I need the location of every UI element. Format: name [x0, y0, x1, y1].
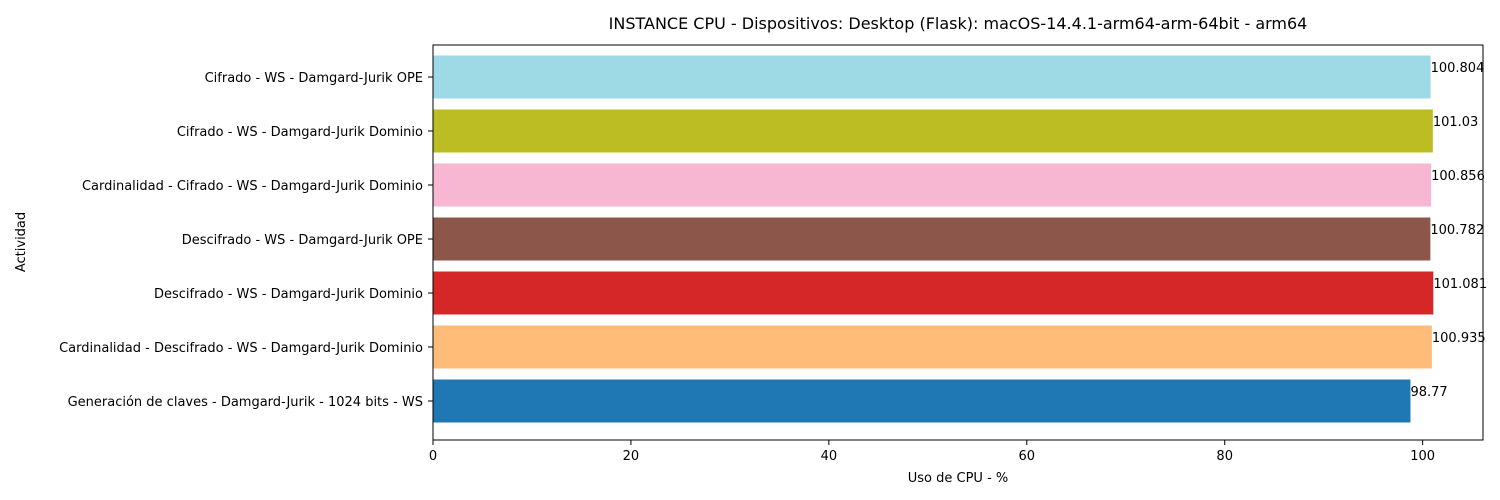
x-axis-label: Uso de CPU - % — [908, 471, 1009, 486]
y-tick-label: Generación de claves - Damgard-Jurik - 1… — [68, 395, 423, 410]
value-label: 100.935 — [1432, 331, 1486, 346]
value-label: 100.782 — [1430, 223, 1484, 238]
y-tick-label: Cifrado - WS - Damgard-Jurik OPE — [205, 71, 423, 86]
value-label: 101.03 — [1433, 115, 1479, 130]
y-tick-label: Descifrado - WS - Damgard-Jurik Dominio — [154, 287, 423, 302]
x-tick-label: 60 — [1019, 449, 1036, 464]
bar — [433, 217, 1431, 261]
y-tick-label: Cardinalidad - Descifrado - WS - Damgard… — [59, 341, 423, 356]
bar — [433, 325, 1432, 369]
y-tick-label: Cardinalidad - Cifrado - WS - Damgard-Ju… — [82, 179, 423, 194]
bar — [433, 379, 1411, 423]
y-tick-labels: Generación de claves - Damgard-Jurik - 1… — [59, 71, 433, 410]
x-tick-label: 80 — [1216, 449, 1233, 464]
value-labels: 98.77 100.935 101.081 100.782 100.856 101.03 1… — [1410, 61, 1487, 400]
y-tick-label: Descifrado - WS - Damgard-Jurik OPE — [182, 233, 423, 248]
x-tick-label: 40 — [821, 449, 838, 464]
bar — [433, 271, 1434, 315]
bar — [433, 163, 1432, 207]
bars-group — [433, 55, 1434, 423]
bar — [433, 55, 1431, 99]
value-label: 98.77 — [1410, 385, 1447, 400]
value-label: 100.804 — [1431, 61, 1485, 76]
y-axis-label: Actividad — [14, 212, 29, 272]
x-tick-label: 100 — [1410, 449, 1435, 464]
x-ticks: 0 20 40 60 80 100 — [429, 440, 1435, 464]
value-label: 101.081 — [1433, 277, 1487, 292]
chart-title: INSTANCE CPU - Dispositivos: Desktop (Fl… — [609, 14, 1308, 33]
bar — [433, 109, 1433, 153]
x-tick-label: 20 — [623, 449, 640, 464]
y-tick-label: Cifrado - WS - Damgard-Jurik Dominio — [177, 125, 423, 140]
plot-frame — [432, 44, 1484, 441]
x-tick-label: 0 — [429, 449, 437, 464]
value-label: 100.856 — [1431, 169, 1485, 184]
